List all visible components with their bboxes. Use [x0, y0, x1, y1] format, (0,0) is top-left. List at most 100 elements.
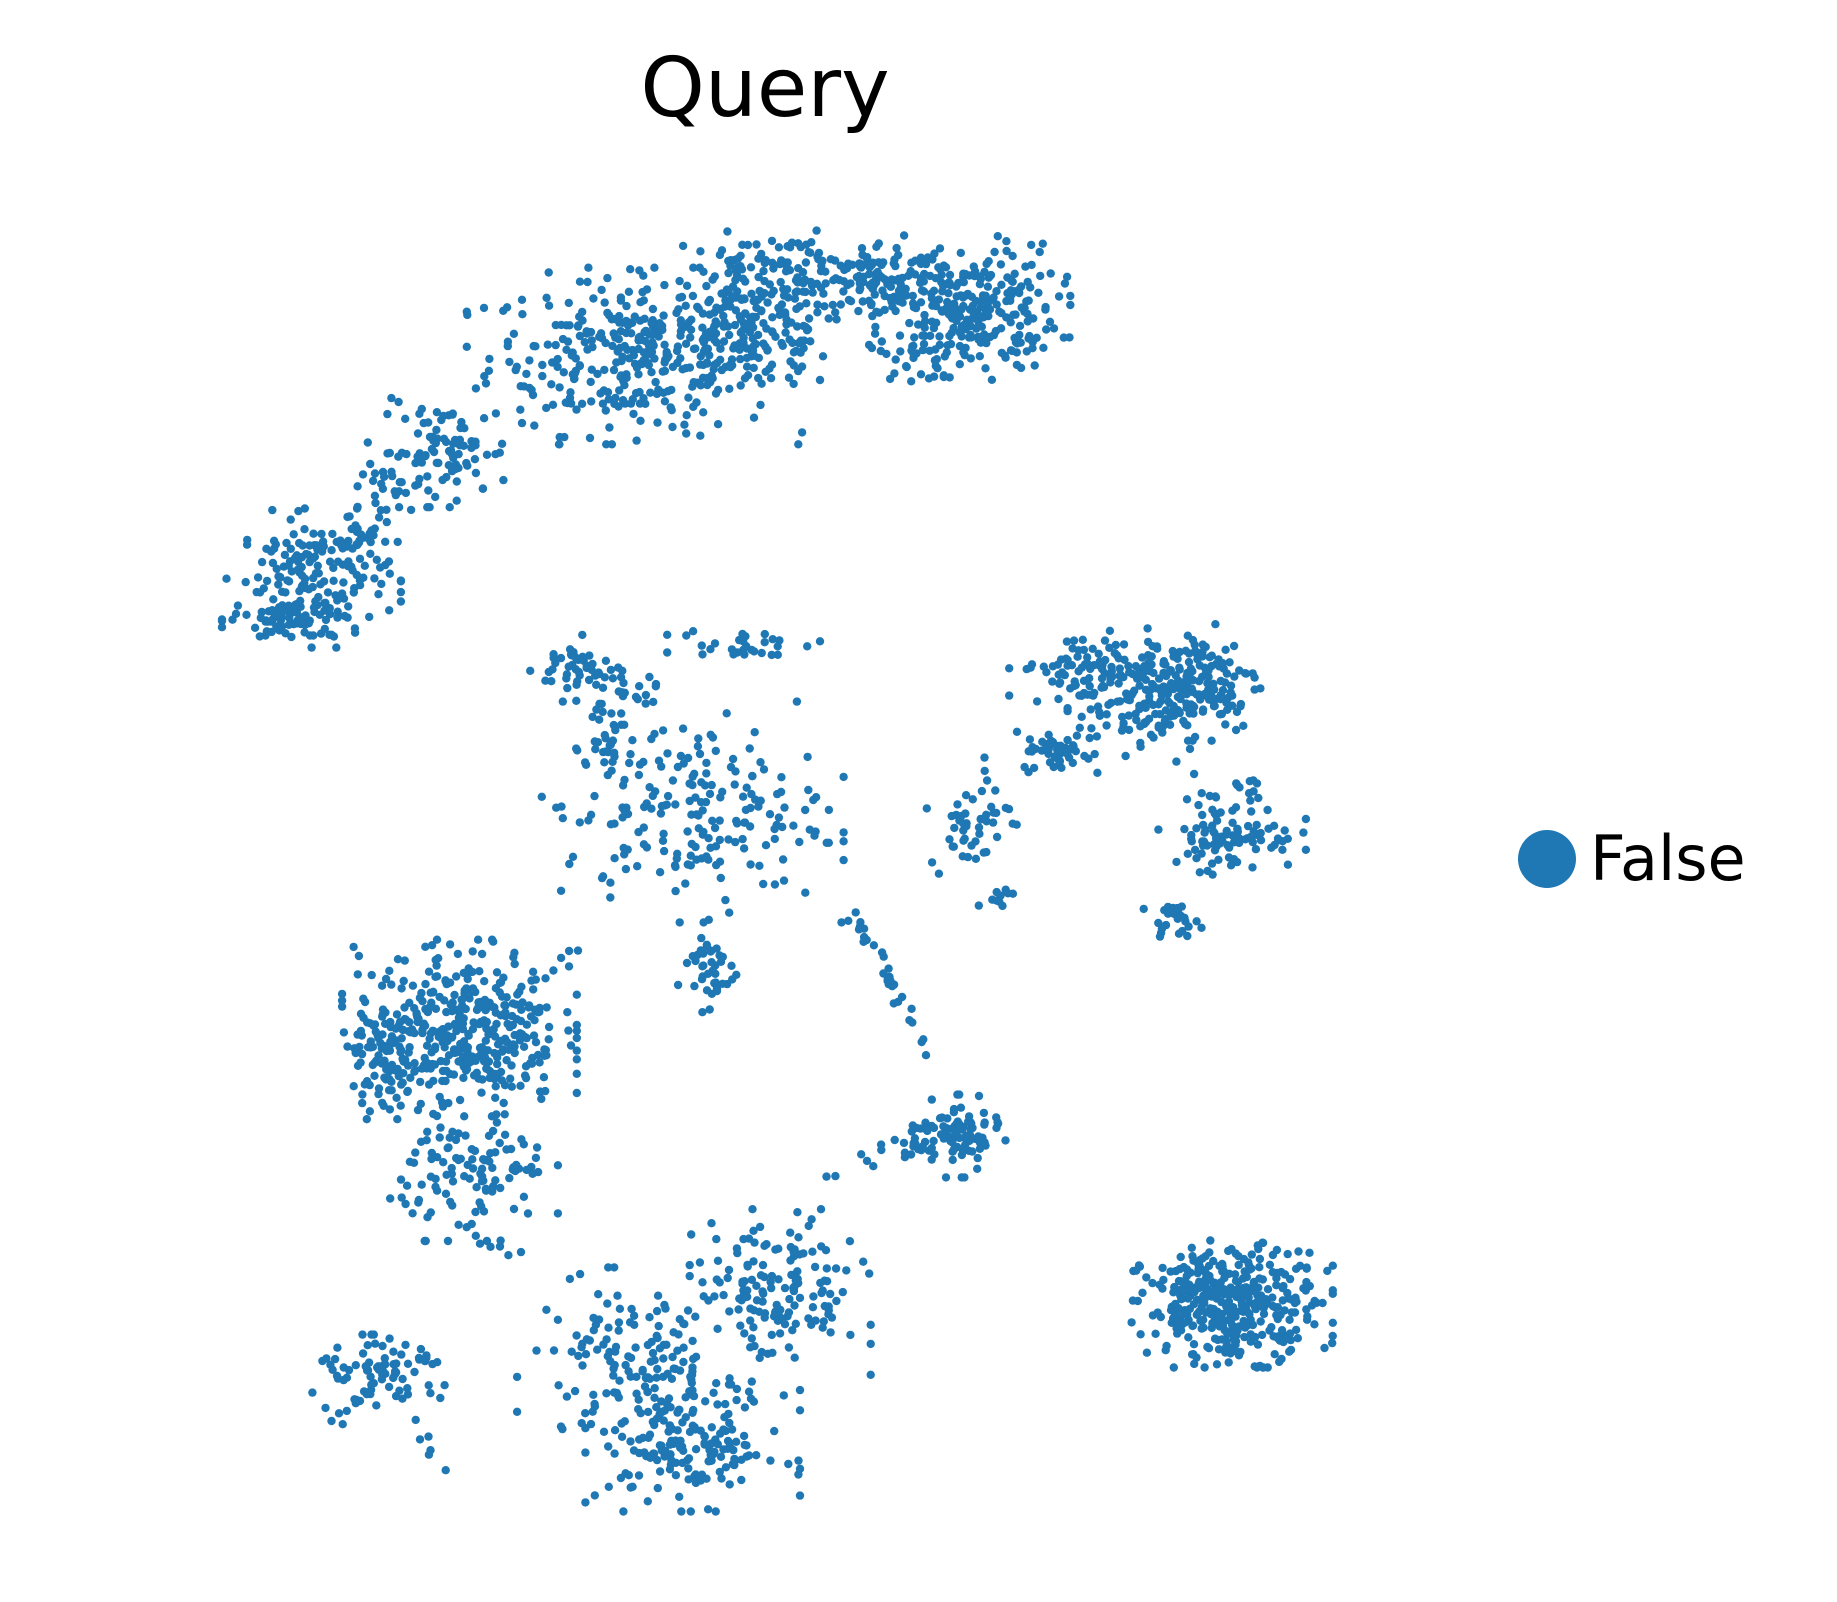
- scatter-point-358: [762, 324, 771, 333]
- scatter-point-314: [794, 440, 803, 449]
- scatter-point-678: [886, 282, 895, 291]
- scatter-point-1715: [1231, 725, 1241, 735]
- scatter-point-1087: [374, 590, 383, 599]
- scatter-point-2014: [792, 697, 802, 706]
- scatter-point-582: [782, 258, 791, 267]
- scatter-point-738: [992, 300, 1001, 309]
- scatter-point-1770: [1200, 689, 1210, 699]
- scatter-point-2155: [691, 842, 700, 852]
- scatter-point-2163: [765, 810, 775, 819]
- scatter-point-363: [702, 359, 712, 368]
- scatter-point-2710: [471, 1207, 480, 1217]
- scatter-point-1941: [974, 823, 984, 832]
- scatter-point-1419: [663, 630, 672, 639]
- scatter-point-2706: [492, 1110, 501, 1119]
- scatter-point-1673: [1211, 620, 1220, 629]
- scatter-point-2569: [443, 1036, 452, 1046]
- scatter-point-2485: [399, 976, 408, 986]
- scatter-point-3330: [687, 1230, 696, 1239]
- scatter-point-1512: [1106, 678, 1115, 687]
- scatter-point-2976: [589, 1313, 598, 1323]
- scatter-point-883: [980, 267, 989, 277]
- scatter-point-1056: [457, 417, 466, 427]
- scatter-point-206: [618, 352, 627, 361]
- scatter-point-692: [871, 322, 880, 332]
- scatter-point-2507: [439, 1030, 448, 1040]
- scatter-point-470: [719, 322, 728, 331]
- scatter-point-3034: [588, 1407, 597, 1416]
- scatter-point-3324: [685, 1260, 694, 1270]
- scatter-point-892: [960, 320, 969, 329]
- scatter-point-557: [819, 289, 828, 298]
- scatter-point-2935: [655, 1344, 665, 1353]
- scatter-point-1184: [233, 601, 243, 610]
- scatter-point-2792: [401, 1199, 410, 1209]
- scatter-point-379: [789, 379, 798, 389]
- scatter-point-3890: [424, 1432, 433, 1441]
- scatter-point-297: [610, 314, 619, 324]
- scatter-point-1985: [1183, 931, 1192, 941]
- scatter-point-310: [765, 364, 774, 373]
- scatter-point-3037: [613, 1291, 622, 1300]
- scatter-point-1206: [396, 587, 406, 597]
- scatter-point-3531: [1268, 1293, 1277, 1302]
- scatter-point-1354: [549, 653, 558, 663]
- scatter-point-2522: [441, 1057, 451, 1066]
- scatter-point-3783: [1277, 1326, 1287, 1335]
- scatter-point-3294: [710, 1292, 719, 1301]
- scatter-point-1038: [462, 458, 471, 468]
- scatter-point-3728: [1263, 1285, 1273, 1294]
- scatter-point-1: [600, 298, 609, 307]
- scatter-point-1814: [1057, 763, 1066, 772]
- scatter-point-1653: [1175, 708, 1184, 717]
- scatter-point-2564: [455, 1046, 464, 1055]
- scatter-point-1522: [1095, 657, 1105, 666]
- scatter-point-2939: [659, 1354, 668, 1363]
- scatter-point-2196: [803, 752, 812, 762]
- scatter-point-1989: [1139, 904, 1148, 914]
- scatter-point-3770: [1175, 1264, 1184, 1274]
- scatter-point-3328: [743, 1286, 752, 1295]
- scatter-point-1672: [1145, 692, 1154, 701]
- scatter-point-831: [1003, 273, 1012, 282]
- scatter-point-242: [692, 398, 701, 407]
- scatter-point-2818: [372, 1401, 381, 1410]
- scatter-point-3606: [1212, 1360, 1222, 1369]
- scatter-point-1051: [424, 486, 433, 495]
- scatter-point-2655: [366, 1043, 375, 1052]
- scatter-point-2753: [432, 1111, 442, 1121]
- scatter-point-2713: [436, 1123, 445, 1132]
- scatter-point-2148: [716, 873, 725, 883]
- scatter-point-2996: [615, 1376, 624, 1385]
- scatter-point-1718: [1176, 694, 1185, 704]
- scatter-point-3298: [774, 1244, 783, 1253]
- scatter-point-2446: [460, 1112, 469, 1121]
- scatter-point-3176: [731, 1456, 740, 1465]
- scatter-point-304: [648, 304, 658, 314]
- scatter-point-3135: [581, 1424, 590, 1433]
- scatter-point-2460: [544, 1022, 554, 1032]
- scatter-point-3786: [1229, 1334, 1239, 1344]
- scatter-point-1839: [1233, 824, 1242, 834]
- scatter-point-299: [699, 408, 708, 417]
- scatter-point-626: [908, 291, 917, 301]
- scatter-point-280: [655, 319, 664, 328]
- scatter-point-3840: [905, 1016, 914, 1025]
- scatter-point-2518: [491, 1008, 500, 1017]
- scatter-point-3063: [795, 1385, 805, 1395]
- scatter-point-128: [660, 397, 670, 406]
- scatter-point-1301: [309, 603, 319, 612]
- scatter-point-3814: [1253, 1340, 1263, 1349]
- scatter-point-1461: [1069, 636, 1079, 645]
- scatter-point-2028: [668, 776, 678, 785]
- scatter-point-2698: [392, 1093, 401, 1103]
- scatter-point-1090: [313, 561, 322, 570]
- scatter-point-3754: [1249, 1282, 1258, 1292]
- scatter-point-2606: [452, 1026, 461, 1036]
- scatter-point-446: [730, 320, 740, 330]
- scatter-point-2786: [512, 1160, 521, 1170]
- scatter-point-1598: [1136, 722, 1145, 731]
- scatter-point-3914: [467, 1219, 476, 1229]
- scatter-point-1791: [1044, 730, 1053, 739]
- scatter-point-1431: [738, 629, 747, 639]
